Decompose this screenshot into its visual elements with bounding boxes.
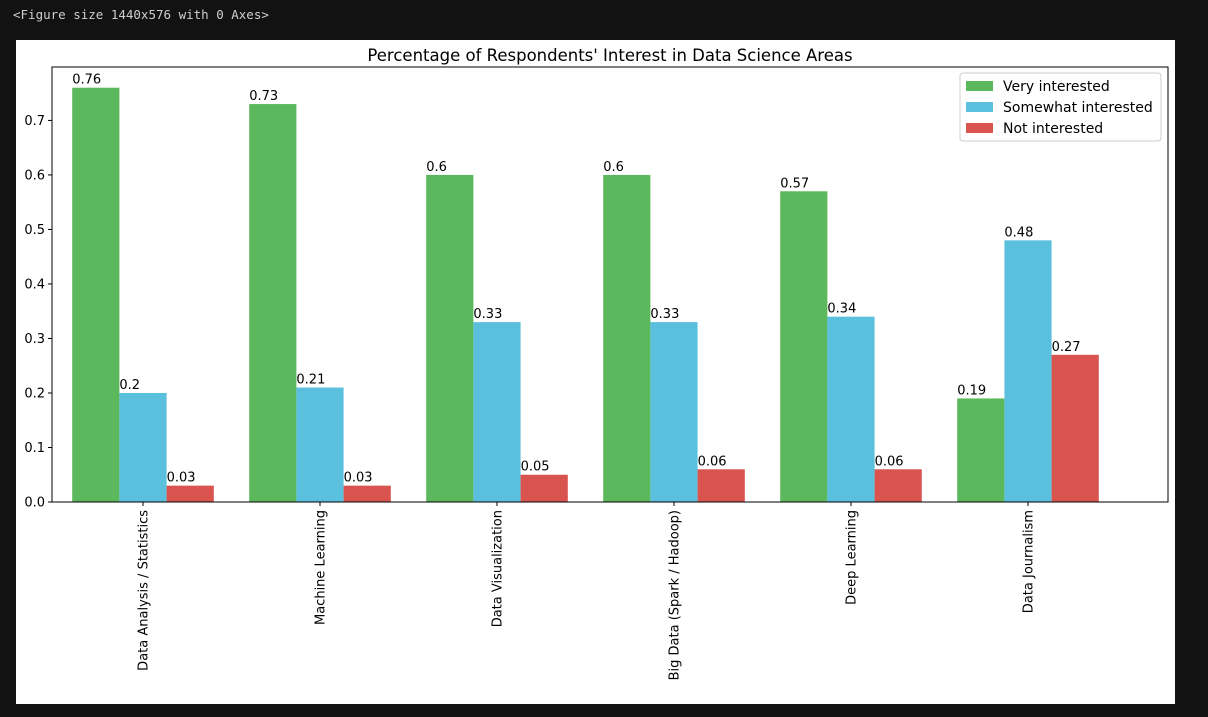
bar-value-label: 0.27 — [1052, 340, 1081, 355]
bar-value-label: 0.34 — [827, 302, 856, 317]
legend-box — [959, 72, 1162, 142]
bar-value-label: 0.05 — [521, 460, 550, 475]
x-tick-label: Deep Learning — [845, 510, 860, 605]
bar — [72, 87, 120, 502]
x-tick-label: Machine Learning — [314, 510, 329, 625]
legend: Very interested Somewhat interested Not in… — [959, 72, 1162, 142]
output-header: <Figure size 1440x576 with 0 Axes> — [13, 7, 269, 22]
chart-figure: Percentage of Respondents' Interest in D… — [16, 40, 1175, 704]
bar — [520, 474, 568, 502]
x-tick-label: Data Analysis / Statistics — [137, 510, 152, 671]
bar — [603, 174, 651, 503]
bar-chart: Percentage of Respondents' Interest in D… — [24, 46, 1169, 680]
legend-swatch — [966, 102, 993, 112]
y-tick-label: 0.0 — [24, 496, 45, 511]
bar — [119, 392, 167, 502]
bar — [1004, 240, 1052, 502]
x-tick-label: Data Visualization — [491, 510, 506, 627]
legend-label: Not interested — [1003, 121, 1103, 137]
legend-swatch — [966, 81, 993, 91]
bars — [72, 87, 1099, 503]
data-labels: 0.76 0.73 0.6 0.6 0.57 0.19 0.2 0.21 0.33 0.33 0.3… — [72, 73, 1080, 486]
x-tick-label: Big Data (Spark / Hadoop) — [668, 510, 683, 680]
legend-label: Somewhat interested — [1003, 100, 1153, 116]
bar-value-label: 0.06 — [875, 454, 904, 469]
bar-value-label: 0.6 — [426, 160, 447, 175]
bar-value-label: 0.19 — [957, 383, 986, 398]
bar — [166, 485, 214, 502]
bar-value-label: 0.03 — [344, 471, 373, 486]
bar — [780, 191, 828, 503]
bar — [1051, 354, 1099, 502]
bar — [426, 174, 474, 503]
bar-value-label: 0.33 — [650, 307, 679, 322]
bar — [957, 398, 1005, 502]
legend-swatch — [966, 123, 993, 133]
chart-title: Percentage of Respondents' Interest in D… — [367, 46, 852, 65]
bar — [874, 469, 922, 502]
bar-value-label: 0.33 — [473, 307, 502, 322]
bar-value-label: 0.57 — [780, 176, 809, 191]
bar-value-label: 0.06 — [698, 454, 727, 469]
y-tick-label: 0.5 — [24, 223, 45, 238]
y-tick-label: 0.2 — [24, 386, 45, 401]
y-tick-label: 0.4 — [24, 277, 45, 292]
y-tick-label: 0.1 — [24, 441, 45, 456]
x-tick-label: Data Journalism — [1022, 510, 1037, 613]
bar — [343, 485, 391, 502]
axes: 0.0 0.1 0.2 0.3 0.4 0.5 0.6 0.7 Data Analysis / … — [24, 114, 1036, 680]
bar-value-label: 0.6 — [603, 160, 624, 175]
bar — [473, 322, 521, 502]
bar-value-label: 0.21 — [296, 373, 325, 388]
bar-value-label: 0.73 — [249, 89, 278, 104]
bar — [697, 469, 745, 502]
bar-value-label: 0.76 — [72, 73, 101, 88]
bar — [650, 322, 698, 502]
bar-value-label: 0.48 — [1004, 225, 1033, 240]
bar — [296, 387, 344, 502]
y-tick-label: 0.3 — [24, 332, 45, 347]
bar — [249, 104, 297, 502]
bar — [827, 316, 875, 502]
y-tick-label: 0.6 — [24, 168, 45, 183]
legend-label: Very interested — [1003, 79, 1110, 95]
bar-value-label: 0.03 — [167, 471, 196, 486]
bar-value-label: 0.2 — [119, 378, 140, 393]
y-tick-label: 0.7 — [24, 114, 45, 129]
plot-frame — [51, 66, 1169, 503]
